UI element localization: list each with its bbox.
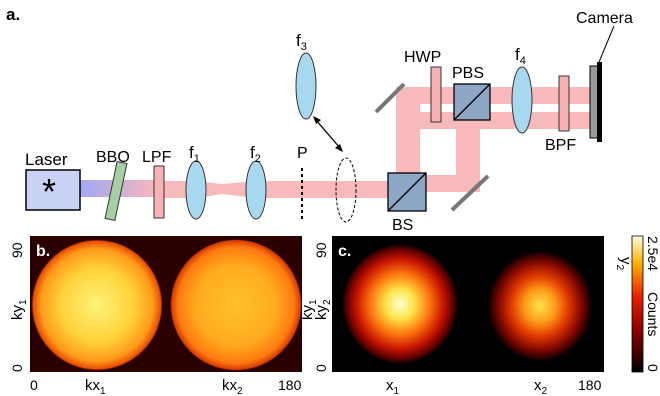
lens-f2 <box>245 160 267 220</box>
f2-label: f2 <box>250 143 261 165</box>
bs-diagonal <box>387 172 427 212</box>
mirror-top-left <box>374 82 406 114</box>
lens-f3 <box>295 52 317 120</box>
bpf-filter <box>558 75 570 132</box>
move-arrow-head-2 <box>335 144 343 152</box>
panel-b-tag: b. <box>36 243 50 260</box>
camera-body <box>597 62 602 142</box>
f3-label: f3 <box>296 31 307 53</box>
camera-pointer <box>598 25 615 63</box>
pbs-diagonal <box>453 83 491 121</box>
beam-return <box>420 175 480 192</box>
camera-label: Camera <box>576 10 633 27</box>
bbo-crystal <box>104 161 128 221</box>
colorbar-title: Counts <box>645 292 660 336</box>
panel-a: a. * Laser BBO LPF f1 f2 P f3 <box>6 5 633 234</box>
laser-label: Laser <box>25 150 68 169</box>
colorbar-gradient <box>631 235 644 373</box>
beam-top-upper <box>396 87 596 104</box>
colorbar: 2.5e4 Counts 0 <box>631 235 660 373</box>
panel-b-ytick-bottom: 0 <box>9 364 25 372</box>
downconverted-beam <box>158 181 402 198</box>
p-label: P <box>297 145 308 162</box>
panel-c: c. ky1 ky2 90 0 x1 x2 180 y2 <box>299 236 634 396</box>
panel-c-ylabel-1: ky1 <box>299 299 319 320</box>
lens-f3-dashed-position <box>335 157 357 223</box>
lens-f4 <box>511 66 533 134</box>
panel-c-ylabel-2: ky2 <box>313 299 333 320</box>
f1-label: f1 <box>189 143 200 165</box>
lens-f1 <box>185 160 207 220</box>
panel-b-ytick-top: 90 <box>9 242 25 258</box>
colorbar-bottom-label: 0 <box>645 364 660 372</box>
laser-star-icon: * <box>42 171 56 212</box>
panel-b-xtick-right: 180 <box>278 377 302 393</box>
bbo-label: BBO <box>96 149 130 166</box>
lpf-label: LPF <box>142 149 172 166</box>
f4-label: f4 <box>515 45 526 67</box>
bpf-label: BPF <box>545 137 576 154</box>
bs-label: BS <box>392 217 413 234</box>
panel-c-right-label: y2 <box>614 257 634 271</box>
colorbar-top-label: 2.5e4 <box>645 236 660 271</box>
move-arrow-head-1 <box>313 116 321 124</box>
lpf-filter <box>153 165 165 219</box>
pbs-label: PBS <box>452 65 484 82</box>
panel-b-ylabel: ky1 <box>9 299 29 320</box>
move-arrow <box>315 119 341 149</box>
panel-a-tag: a. <box>6 5 20 24</box>
beam-top-lower <box>420 112 596 129</box>
panel-b-spot-1 <box>31 239 163 371</box>
hwp-plate <box>430 66 442 123</box>
panel-b-xtick-left: 0 <box>30 377 38 393</box>
mirror-bottom-right <box>450 174 490 212</box>
panel-b-spot-2 <box>170 239 302 371</box>
hwp-label: HWP <box>404 49 441 66</box>
panel-c-spot-2 <box>488 251 592 361</box>
panel-b: b. ky1 90 0 0 kx1 kx2 180 <box>9 236 302 396</box>
panel-c-ytick-top: 90 <box>313 242 329 258</box>
panel-c-tag: c. <box>338 243 351 260</box>
panel-c-ytick-bottom: 0 <box>313 364 329 372</box>
panel-c-xlabel-1: x1 <box>386 377 400 396</box>
panel-c-xtick-right: 180 <box>578 377 602 393</box>
panel-c-xlabel-2: x2 <box>534 377 548 396</box>
beam-vertical-2 <box>456 112 480 187</box>
panel-b-xlabel-2: kx2 <box>222 377 243 396</box>
panel-c-spot-1 <box>342 244 458 364</box>
panel-b-xlabel-1: kx1 <box>85 377 106 396</box>
laser-box <box>25 169 81 211</box>
